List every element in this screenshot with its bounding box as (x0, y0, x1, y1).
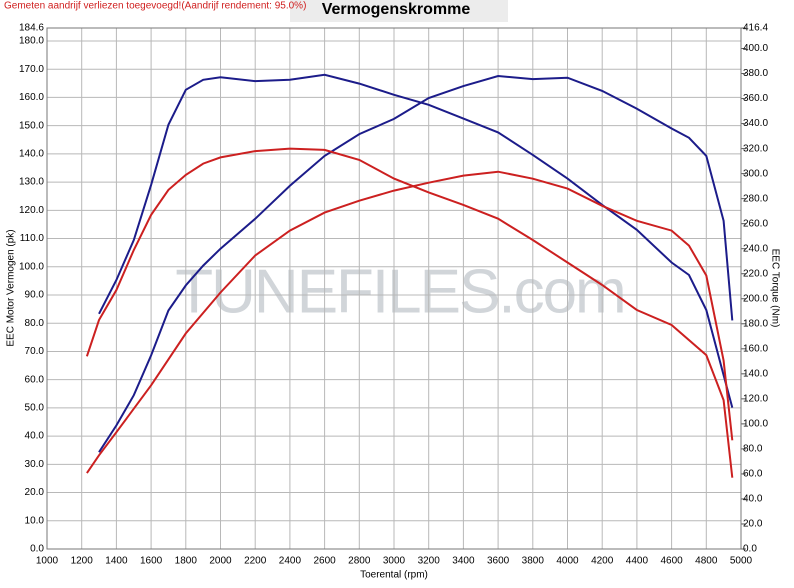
data-line (98, 73, 734, 408)
y-tick-label: 20.0 (25, 487, 45, 498)
y-tick-label: 170.0 (19, 64, 44, 75)
x-tick-label: 3000 (383, 556, 406, 567)
y-axis-label: EEC Motor Vermogen (pk) (6, 229, 17, 346)
y-tick-label: 40.0 (25, 431, 45, 442)
x-tick-label: 2600 (313, 556, 336, 567)
data-line (86, 170, 734, 474)
x-tick-label: 3200 (418, 556, 441, 567)
y-tick-label: 70.0 (25, 346, 45, 357)
x-tick-label: 3400 (452, 556, 475, 567)
y2-axis-label: EEC Torque (Nm) (769, 249, 780, 328)
y2-tick-label: 400.0 (743, 43, 768, 54)
x-tick-label: 4000 (556, 556, 579, 567)
x-tick-label: 4600 (660, 556, 683, 567)
x-tick-label: 1000 (36, 556, 59, 567)
y2-tick-label: 140.0 (743, 368, 768, 379)
y-tick-label: 50.0 (25, 403, 45, 414)
y-tick-label: 0.0 (30, 544, 44, 555)
y2-tick-label: 280.0 (743, 193, 768, 204)
y2-tick-label: 40.0 (743, 494, 763, 505)
x-tick-label: 4200 (591, 556, 614, 567)
y-tick-label: 10.0 (25, 515, 45, 526)
x-tick-label: 3600 (487, 556, 510, 567)
y2-tick-label: 340.0 (743, 118, 768, 129)
x-axis-label: Toerental (rpm) (360, 570, 428, 581)
y-tick-label: 110.0 (20, 233, 45, 244)
y-tick-label: 180.0 (19, 36, 44, 47)
x-tick-label: 2000 (209, 556, 232, 567)
x-tick-label: 2200 (244, 556, 267, 567)
y2-tick-label: 100.0 (743, 419, 768, 430)
y2-tick-label: 260.0 (743, 218, 768, 229)
y2-tick-label: 300.0 (743, 168, 768, 179)
y2-tick-label: 416.4 (743, 23, 768, 34)
x-tick-label: 5000 (730, 556, 753, 567)
x-tick-label: 1400 (105, 556, 128, 567)
y2-tick-label: 0.0 (743, 544, 757, 555)
y2-tick-label: 80.0 (743, 444, 763, 455)
y2-tick-label: 220.0 (743, 268, 768, 279)
y-tick-label: 184.6 (19, 23, 44, 34)
y2-tick-label: 240.0 (743, 243, 768, 254)
y-tick-label: 60.0 (25, 374, 45, 385)
y-tick-label: 30.0 (25, 459, 45, 470)
plot-frame (46, 27, 742, 550)
y2-tick-label: 360.0 (743, 93, 768, 104)
watermark: TUNEFILES.com (175, 257, 624, 326)
x-tick-label: 4400 (626, 556, 649, 567)
y-tick-label: 130.0 (19, 177, 44, 188)
x-tick-label: 3800 (522, 556, 545, 567)
subtitle: Gemeten aandrijf verliezen toegevoegd!(A… (4, 1, 306, 12)
data-line (98, 74, 734, 453)
y-tick-label: 120.0 (19, 205, 44, 216)
y2-tick-label: 60.0 (743, 469, 763, 480)
y2-tick-label: 160.0 (743, 343, 768, 354)
x-tick-label: 1800 (175, 556, 198, 567)
y2-tick-label: 380.0 (743, 68, 768, 79)
y2-tick-label: 320.0 (743, 143, 768, 154)
x-tick-label: 1600 (140, 556, 163, 567)
y2-tick-label: 200.0 (743, 293, 768, 304)
data-line (85, 147, 734, 478)
x-tick-label: 2800 (348, 556, 371, 567)
y-tick-label: 150.0 (19, 120, 44, 131)
y-tick-label: 100.0 (19, 261, 44, 272)
y-tick-label: 160.0 (19, 92, 44, 103)
x-tick-label: 4800 (695, 556, 718, 567)
chart-title: Vermogenskromme (322, 1, 471, 18)
title-box (290, 0, 508, 22)
y-tick-label: 80.0 (25, 318, 45, 329)
x-tick-label: 1200 (71, 556, 94, 567)
y2-tick-label: 180.0 (743, 318, 768, 329)
y2-tick-label: 120.0 (743, 393, 768, 404)
y2-tick-label: 20.0 (743, 519, 763, 530)
x-tick-label: 2400 (279, 556, 302, 567)
y-tick-label: 90.0 (25, 290, 45, 301)
y-tick-label: 140.0 (19, 149, 44, 160)
